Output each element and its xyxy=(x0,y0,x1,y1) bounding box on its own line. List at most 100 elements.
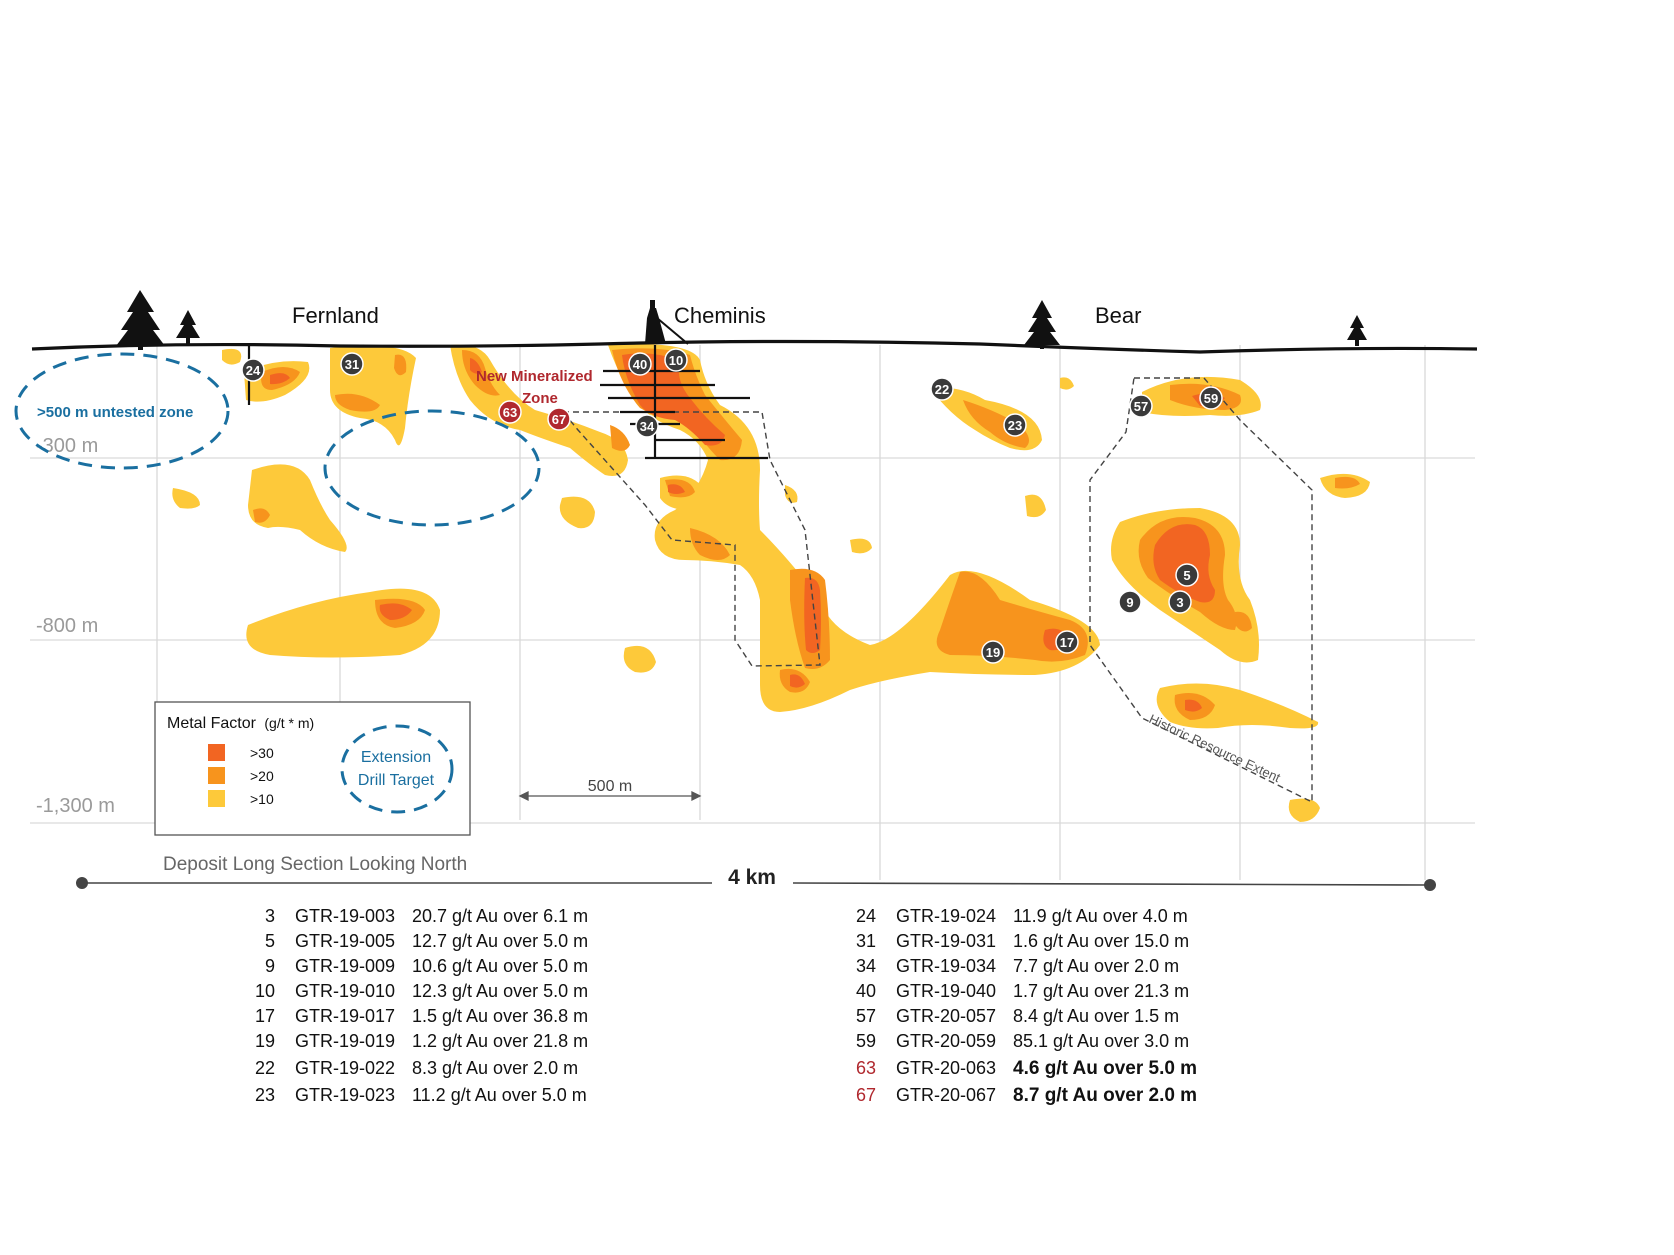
svg-text:67: 67 xyxy=(552,412,566,427)
location-label-cheminis: Cheminis xyxy=(674,303,766,328)
svg-text:10: 10 xyxy=(669,353,683,368)
scale-bar-500m xyxy=(518,790,702,802)
untested-zone-label: >500 m untested zone xyxy=(37,404,193,421)
drill-hole-id: GTR-19-003 xyxy=(295,906,396,926)
drill-hole-result: 1.6 g/t Au over 15.0 m xyxy=(1013,931,1190,951)
drill-hole-number: 17 xyxy=(254,1006,275,1026)
legend: Metal Factor (g/t * m) >30 >20 >10 Exten… xyxy=(154,701,471,836)
legend-swatch-20 xyxy=(208,767,225,784)
drill-hole-number: 63 xyxy=(855,1058,876,1078)
svg-text:5: 5 xyxy=(1183,568,1190,583)
drill-hole-id: GTR-19-034 xyxy=(896,956,997,976)
drill-hole-marker: 17 xyxy=(1055,630,1079,654)
location-label-bear: Bear xyxy=(1095,303,1141,328)
legend-swatch-30 xyxy=(208,744,225,761)
legend-label-30: >30 xyxy=(250,745,274,761)
total-length-bar xyxy=(76,877,1436,891)
svg-text:34: 34 xyxy=(640,419,655,434)
drill-hole-marker: 40 xyxy=(628,352,652,376)
drill-hole-result: 10.6 g/t Au over 5.0 m xyxy=(412,956,589,976)
svg-text:40: 40 xyxy=(633,357,647,372)
drill-hole-marker: 10 xyxy=(664,348,688,372)
scale-bar-label: 500 m xyxy=(588,778,632,795)
drill-hole-number: 40 xyxy=(855,981,876,1001)
drill-hole-number: 67 xyxy=(855,1085,876,1105)
drill-hole-id: GTR-19-009 xyxy=(295,956,396,976)
legend-label-20: >20 xyxy=(250,768,274,784)
svg-text:3: 3 xyxy=(1176,595,1183,610)
drill-hole-result: 20.7 g/t Au over 6.1 m xyxy=(412,906,589,926)
svg-text:31: 31 xyxy=(345,357,359,372)
drill-hole-number: 59 xyxy=(855,1031,876,1051)
drill-hole-result: 7.7 g/t Au over 2.0 m xyxy=(1013,956,1180,976)
drill-hole-result: 1.7 g/t Au over 21.3 m xyxy=(1013,981,1190,1001)
drill-hole-number: 3 xyxy=(264,906,275,926)
drill-hole-result: 11.2 g/t Au over 5.0 m xyxy=(412,1085,587,1105)
drill-results-table-right: 24 GTR-19-024 11.9 g/t Au over 4.0 m 31 GTR-… xyxy=(836,906,1276,1111)
drill-hole-id: GTR-20-063 xyxy=(896,1058,997,1078)
drill-hole-id: GTR-19-023 xyxy=(295,1085,396,1105)
drill-hole-result: 11.9 g/t Au over 4.0 m xyxy=(1013,906,1188,926)
drill-hole-marker: 22 xyxy=(930,377,954,401)
drill-hole-number: 24 xyxy=(855,906,876,926)
drill-hole-id: GTR-20-067 xyxy=(896,1085,997,1105)
drill-hole-marker: 67 xyxy=(547,407,571,431)
drill-hole-marker: 57 xyxy=(1129,394,1153,418)
drill-hole-number: 19 xyxy=(254,1031,275,1051)
new-zone-label-line1: New Mineralized xyxy=(476,368,593,385)
svg-text:59: 59 xyxy=(1204,391,1218,406)
headframe-icon xyxy=(645,300,689,345)
svg-text:24: 24 xyxy=(246,363,261,378)
drill-hole-result: 12.7 g/t Au over 5.0 m xyxy=(412,931,589,951)
drill-hole-id: GTR-19-040 xyxy=(896,981,997,1001)
tree-icon xyxy=(116,290,1367,350)
drill-hole-id: GTR-19-005 xyxy=(295,931,396,951)
drill-hole-marker: 5 xyxy=(1175,563,1199,587)
drill-hole-result: 8.4 g/t Au over 1.5 m xyxy=(1013,1006,1180,1026)
drill-hole-result: 12.3 g/t Au over 5.0 m xyxy=(412,981,589,1001)
drill-hole-marker: 63 xyxy=(498,400,522,424)
legend-extension-line2: Drill Target xyxy=(358,772,435,789)
drill-hole-result: 8.7 g/t Au over 2.0 m xyxy=(1013,1085,1198,1106)
drill-hole-result: 85.1 g/t Au over 3.0 m xyxy=(1013,1031,1190,1051)
drill-hole-marker: 9 xyxy=(1118,590,1142,614)
drill-hole-marker: 19 xyxy=(981,640,1005,664)
drill-hole-id: GTR-20-057 xyxy=(896,1006,997,1026)
drill-hole-id: GTR-19-031 xyxy=(896,931,997,951)
untested-zone-ellipse xyxy=(14,352,230,470)
drill-hole-number: 23 xyxy=(254,1085,275,1105)
drill-hole-number: 22 xyxy=(254,1058,275,1078)
drill-hole-id: GTR-19-010 xyxy=(295,981,396,1001)
svg-text:9: 9 xyxy=(1126,595,1133,610)
drill-hole-result: 8.3 g/t Au over 2.0 m xyxy=(412,1058,579,1078)
drill-hole-result: 1.2 g/t Au over 21.8 m xyxy=(412,1031,589,1051)
drill-hole-marker: 3 xyxy=(1168,590,1192,614)
drill-hole-result: 1.5 g/t Au over 36.8 m xyxy=(412,1006,589,1026)
svg-text:63: 63 xyxy=(503,405,517,420)
legend-extension-line1: Extension xyxy=(361,749,431,766)
drill-hole-number: 57 xyxy=(855,1006,876,1026)
drill-hole-id: GTR-20-059 xyxy=(896,1031,997,1051)
drill-hole-number: 9 xyxy=(264,956,275,976)
drill-hole-id: GTR-19-017 xyxy=(295,1006,396,1026)
drill-hole-number: 5 xyxy=(264,931,275,951)
svg-text:22: 22 xyxy=(935,382,949,397)
drill-hole-marker: 23 xyxy=(1003,413,1027,437)
drill-hole-marker: 24 xyxy=(241,358,265,382)
extension-target-ellipse xyxy=(323,409,541,527)
legend-title: Metal Factor xyxy=(167,715,257,732)
depth-label-300: -300 m xyxy=(36,435,98,457)
ground-surface xyxy=(31,339,1478,354)
total-length-label: 4 km xyxy=(728,866,776,889)
section-title: Deposit Long Section Looking North xyxy=(163,854,467,875)
drill-hole-marker: 31 xyxy=(340,352,364,376)
legend-swatch-10 xyxy=(208,790,225,807)
historic-resource-outline xyxy=(561,377,1313,804)
svg-text:23: 23 xyxy=(1008,418,1022,433)
legend-extension-ellipse xyxy=(340,724,454,814)
depth-label-800: -800 m xyxy=(36,615,98,637)
drill-hole-id: GTR-19-019 xyxy=(295,1031,396,1051)
drill-hole-id: GTR-19-024 xyxy=(896,906,997,926)
